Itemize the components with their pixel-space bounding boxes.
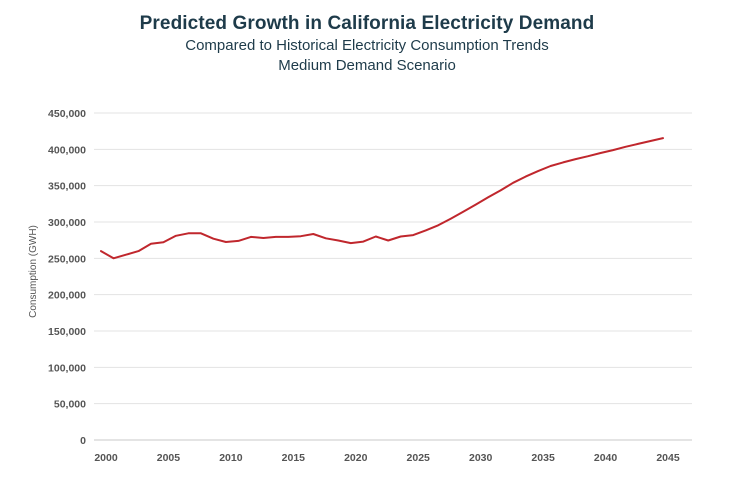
data-point [487, 196, 489, 198]
data-point [212, 238, 214, 240]
data-point [250, 236, 252, 238]
data-point [612, 149, 614, 151]
data-point [637, 143, 639, 145]
data-point [400, 235, 402, 238]
x-tick-label: 2005 [157, 452, 181, 464]
y-tick-label: 300,000 [48, 217, 86, 229]
y-tick-label: 0 [80, 435, 86, 447]
data-point [262, 237, 264, 239]
x-tick-label: 2030 [469, 452, 493, 464]
data-point [649, 140, 652, 142]
chart-subtitle-2: Medium Demand Scenario [278, 57, 456, 74]
data-point [550, 165, 552, 167]
chart-titles: Predicted Growth in California Electrici… [0, 12, 734, 76]
y-tick-label: 100,000 [48, 362, 86, 374]
data-point [275, 236, 277, 238]
data-point [450, 218, 452, 220]
x-tick-label: 2015 [282, 452, 306, 464]
data-point [587, 155, 589, 157]
x-tick-label: 2000 [94, 452, 118, 464]
data-point [325, 237, 327, 239]
data-point [412, 234, 414, 236]
y-axis-label: Consumption (GWH) [28, 225, 39, 318]
data-point [512, 182, 514, 184]
x-tick-label: 2035 [531, 452, 555, 464]
data-point [562, 161, 564, 163]
y-tick-label: 250,000 [48, 253, 86, 265]
data-point [350, 242, 352, 244]
data-point [287, 236, 289, 238]
data-point [462, 211, 464, 213]
data-point [150, 243, 152, 245]
y-tick-label: 400,000 [48, 144, 86, 156]
y-tick-label: 350,000 [48, 181, 86, 193]
data-point [662, 137, 664, 139]
data-point [475, 204, 477, 206]
data-point [387, 239, 389, 242]
data-point [137, 250, 140, 252]
y-axis-tick-labels: 0 50,000 100,000 150,000 200,000 250,000 300,0… [48, 108, 86, 447]
chart-subtitle-1: Compared to Historical Electricity Consu… [185, 37, 549, 54]
data-point [525, 176, 527, 178]
y-tick-label: 200,000 [48, 290, 86, 302]
data-point [100, 250, 102, 252]
data-point [575, 158, 577, 160]
x-tick-label: 2010 [219, 452, 243, 464]
consumption-line [100, 137, 664, 260]
data-point [225, 241, 227, 243]
data-point [187, 232, 189, 234]
data-point [600, 152, 602, 154]
data-point [200, 232, 202, 234]
data-point [175, 235, 177, 237]
data-point [237, 240, 239, 242]
data-point [337, 239, 339, 242]
y-tick-label: 50,000 [54, 399, 86, 411]
data-point [437, 224, 439, 226]
data-point [375, 235, 377, 238]
chart-title: Predicted Growth in California Electrici… [139, 13, 595, 34]
data-point [537, 170, 539, 172]
data-point [312, 233, 314, 235]
x-tick-label: 2045 [656, 452, 680, 464]
data-point [300, 235, 302, 237]
data-point [425, 229, 427, 231]
data-point [125, 254, 127, 256]
x-tick-label: 2025 [407, 452, 431, 464]
data-point [500, 189, 502, 191]
data-point [162, 241, 164, 243]
x-tick-label: 2040 [594, 452, 618, 464]
y-tick-label: 150,000 [48, 326, 86, 338]
series-group [100, 137, 664, 260]
x-axis-tick-labels: 2000 2005 2010 2015 2020 2025 2030 2035 2040 2045 [94, 452, 680, 464]
data-point [112, 257, 115, 259]
data-point [362, 241, 364, 243]
gridlines [94, 112, 692, 405]
y-tick-label: 450,000 [48, 108, 86, 120]
data-point [624, 146, 627, 148]
x-tick-label: 2020 [344, 452, 368, 464]
